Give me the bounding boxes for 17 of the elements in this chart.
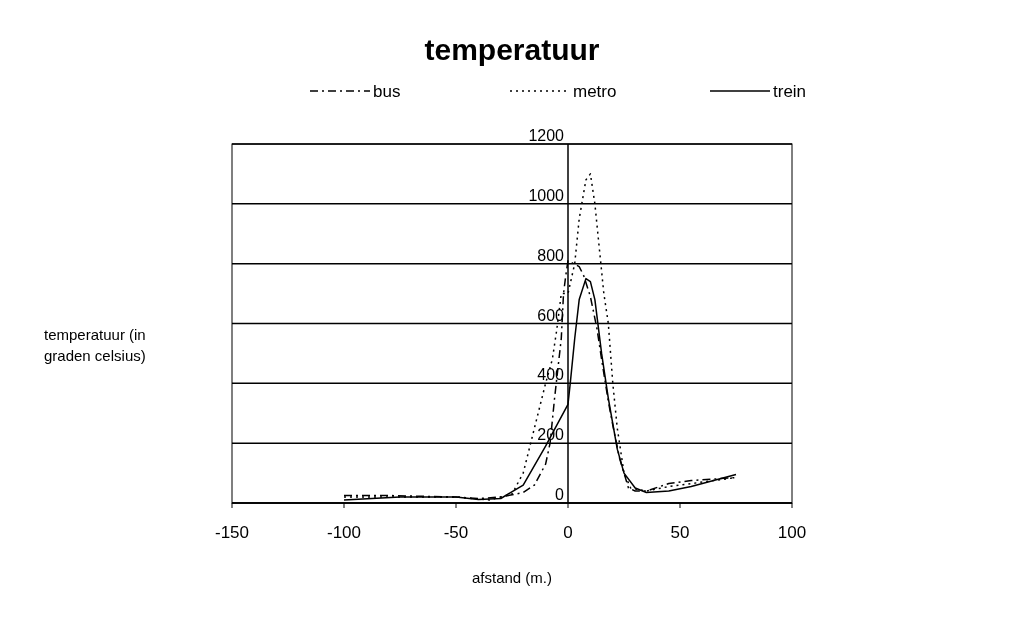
legend-label: metro — [573, 82, 617, 101]
y-axis-title: temperatuur (in graden celsius) — [44, 326, 146, 364]
y-tick-label: 800 — [537, 246, 565, 264]
y-tick-label: 1000 — [528, 186, 565, 204]
legend-label: bus — [373, 82, 401, 101]
x-axis-title: afstand (m.) — [471, 569, 553, 586]
y-tick-label: 400 — [537, 366, 565, 384]
y-tick-label: 0 — [555, 486, 565, 503]
chart-title: temperatuur — [424, 33, 600, 66]
x-tick-label: -50 — [443, 523, 469, 542]
x-tick-label: -100 — [326, 523, 362, 542]
y-tick-label: 600 — [537, 306, 565, 324]
y-tick-label: 1200 — [528, 127, 565, 144]
x-tick-label: 50 — [670, 523, 690, 542]
x-tick-label: 100 — [777, 523, 807, 542]
legend-label: trein — [773, 82, 807, 101]
x-tick-label: -150 — [214, 523, 250, 542]
